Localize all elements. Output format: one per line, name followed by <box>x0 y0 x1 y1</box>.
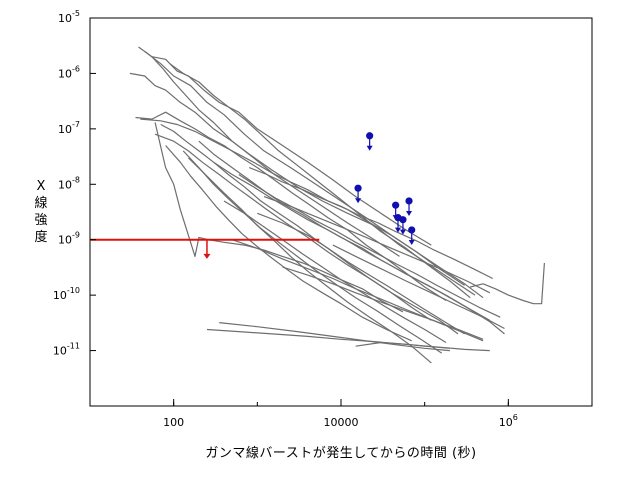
x-axis-ticks: 100 10000 106 <box>89 399 593 429</box>
plot-area-frame <box>89 17 593 407</box>
afterglow-curves <box>129 46 545 364</box>
x-axis-label: ガンマ線バーストが発生してからの時間 (秒) <box>205 446 477 461</box>
afterglow-curve <box>213 161 505 335</box>
afterglow-curve <box>470 262 545 305</box>
y-axis-label: X 線 強 度 <box>30 178 52 246</box>
afterglow-curve <box>248 167 493 280</box>
afterglow-curve <box>282 266 484 340</box>
afterglow-curve <box>355 341 450 349</box>
upper-limit-dot <box>354 184 362 192</box>
y-tick-label: 10-11 <box>53 342 80 358</box>
afterglow-curve <box>165 145 412 342</box>
afterglow-curve <box>151 56 432 246</box>
afterglow-curve <box>169 63 471 299</box>
upper-limit-arrow-head <box>399 229 406 235</box>
afterglow-curve <box>154 133 459 335</box>
upper-limit-points <box>354 132 416 245</box>
y-tick-label: 10-10 <box>53 286 80 302</box>
upper-limit-point <box>399 216 407 235</box>
y-tick-label: 10-7 <box>58 120 80 136</box>
y-tick-label: 10-6 <box>58 64 80 80</box>
upper-limit-point <box>405 197 413 216</box>
upper-limit-dot <box>392 201 400 209</box>
upper-limit-arrow-head <box>366 145 373 151</box>
upper-limit-arrow-head <box>355 198 362 204</box>
upper-limit-arrow-head <box>406 210 413 216</box>
x-tick-label: 106 <box>499 413 518 429</box>
upper-limit-point <box>408 226 416 245</box>
afterglow-curve <box>160 123 432 321</box>
afterglow-curve <box>138 46 476 296</box>
upper-limit-arrow-head <box>408 239 415 245</box>
red-limit-marker <box>90 238 320 259</box>
afterglow-curve <box>198 140 491 321</box>
y-tick-label: 10-5 <box>58 9 80 25</box>
upper-limit-arrow-head <box>394 227 401 233</box>
y-axis-ticks: 10-5 10-6 10-7 10-8 10-9 10-10 10-11 <box>53 9 96 358</box>
afterglow-curve <box>332 244 505 330</box>
limit-arrow-head <box>203 253 211 259</box>
upper-limit-point <box>354 184 362 204</box>
afterglow-curve <box>238 174 501 318</box>
afterglow-curve <box>223 200 447 344</box>
x-tick-label: 100 <box>163 416 184 429</box>
y-axis-label-char: 度 <box>34 230 48 245</box>
y-axis-label-char: 線 <box>34 196 48 211</box>
afterglow-curve <box>219 322 450 352</box>
y-tick-label: 10-9 <box>58 231 80 247</box>
y-axis-label-char: X <box>36 179 46 194</box>
upper-limit-dot <box>399 216 407 224</box>
afterglow-curve <box>182 150 443 354</box>
afterglow-curve <box>257 212 465 335</box>
y-tick-label: 10-8 <box>58 175 80 191</box>
afterglow-curve <box>263 196 491 294</box>
upper-limit-point <box>366 132 374 151</box>
x-tick-label: 10000 <box>324 416 359 429</box>
afterglow-curve <box>206 328 490 352</box>
afterglow-curve <box>129 72 400 257</box>
y-axis-label-char: 強 <box>34 213 48 228</box>
afterglow-curve <box>140 118 484 299</box>
afterglow-curve <box>187 157 432 364</box>
